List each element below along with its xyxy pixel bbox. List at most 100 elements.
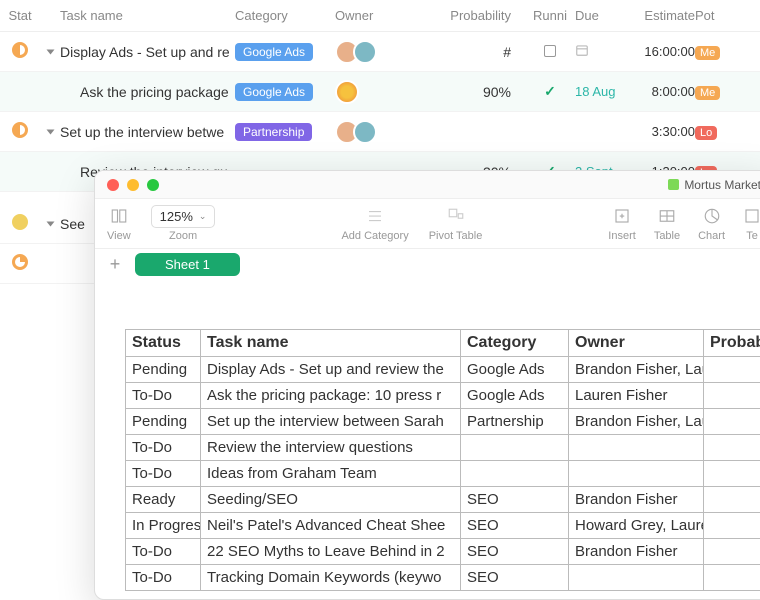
cell-category[interactable]: SEO <box>461 487 569 513</box>
status-icon <box>12 122 28 138</box>
cell-category[interactable]: Partnership <box>461 409 569 435</box>
cell-task[interactable]: Display Ads - Set up and review the <box>201 357 461 383</box>
cell-prob[interactable] <box>704 565 760 591</box>
chevron-down-icon[interactable] <box>46 129 54 134</box>
cell-task[interactable]: 22 SEO Myths to Leave Behind in 2 <box>201 539 461 565</box>
cell-owner[interactable] <box>569 565 704 591</box>
cell-status[interactable]: To-Do <box>126 435 201 461</box>
cell-prob[interactable] <box>704 487 760 513</box>
cell-task[interactable]: Ask the pricing package: 10 press r <box>201 383 461 409</box>
table-row[interactable]: To-DoIdeas from Graham Team <box>126 461 760 487</box>
app-icon <box>668 179 679 190</box>
due-date[interactable] <box>575 43 630 60</box>
cell-prob[interactable] <box>704 513 760 539</box>
cell-task[interactable]: Seeding/SEO <box>201 487 461 513</box>
task-name[interactable]: Set up the interview betwe <box>60 124 235 140</box>
cell-category[interactable] <box>461 435 569 461</box>
due-date[interactable]: 18 Aug <box>575 84 630 99</box>
probability-value: # <box>440 44 525 60</box>
cell-task[interactable]: Tracking Domain Keywords (keywo <box>201 565 461 591</box>
cell-category[interactable]: Google Ads <box>461 383 569 409</box>
cell-status[interactable]: To-Do <box>126 461 201 487</box>
cell-status[interactable]: To-Do <box>126 383 201 409</box>
table-row[interactable]: PendingSet up the interview between Sara… <box>126 409 760 435</box>
cell-category[interactable]: SEO <box>461 565 569 591</box>
cell-owner[interactable] <box>569 461 704 487</box>
cell-owner[interactable]: Brandon Fisher, Lauren <box>569 409 704 435</box>
cell-status[interactable]: Pending <box>126 409 201 435</box>
cell-status[interactable]: Pending <box>126 357 201 383</box>
pivot-table-button[interactable]: Pivot Table <box>429 205 483 242</box>
task-name[interactable]: Display Ads - Set up and re <box>60 44 235 60</box>
checkbox-icon[interactable] <box>544 45 556 57</box>
table-row[interactable]: Display Ads - Set up and reGoogle Ads#16… <box>0 32 760 72</box>
th-status[interactable]: Status <box>126 330 201 357</box>
cell-prob[interactable] <box>704 357 760 383</box>
cell-task[interactable]: Ideas from Graham Team <box>201 461 461 487</box>
cell-prob[interactable] <box>704 383 760 409</box>
table-row[interactable]: To-DoTracking Domain Keywords (keywoSEO <box>126 565 760 591</box>
view-button[interactable]: View <box>107 205 131 242</box>
cell-task[interactable]: Set up the interview between Sarah <box>201 409 461 435</box>
text-button[interactable]: Te <box>743 205 760 242</box>
cell-category[interactable] <box>461 461 569 487</box>
chevron-down-icon[interactable] <box>46 221 54 226</box>
window-titlebar[interactable]: Mortus Market <box>95 171 760 199</box>
avatar[interactable] <box>353 120 377 144</box>
col-due-header: Due <box>575 8 630 23</box>
cell-status[interactable]: To-Do <box>126 565 201 591</box>
chart-button[interactable]: Chart <box>698 205 725 242</box>
table-row[interactable]: Set up the interview betwePartnership3:3… <box>0 112 760 152</box>
close-icon[interactable] <box>107 179 119 191</box>
cell-owner[interactable]: Howard Grey, Lauren Ha <box>569 513 704 539</box>
task-name[interactable]: Ask the pricing package <box>60 84 235 100</box>
table-row[interactable]: To-DoReview the interview questions <box>126 435 760 461</box>
table-row[interactable]: Ask the pricing packageGoogle Ads 90% ✓ 18 … <box>0 72 760 112</box>
category-badge[interactable]: Google Ads <box>235 43 313 61</box>
col-task-header: Task name <box>60 8 235 23</box>
add-category-button[interactable]: Add Category <box>341 205 408 242</box>
probability-value: 90% <box>440 84 525 100</box>
category-badge[interactable]: Google Ads <box>235 83 313 101</box>
cell-status[interactable]: In Progress <box>126 513 201 539</box>
th-prob[interactable]: Probab <box>704 330 760 357</box>
cell-category[interactable]: Google Ads <box>461 357 569 383</box>
th-owner[interactable]: Owner <box>569 330 704 357</box>
data-table[interactable]: Status Task name Category Owner Probab P… <box>125 329 760 591</box>
cell-prob[interactable] <box>704 435 760 461</box>
cell-category[interactable]: SEO <box>461 539 569 565</box>
table-row[interactable]: In ProgressNeil's Patel's Advanced Cheat… <box>126 513 760 539</box>
zoom-selector[interactable]: 125%⌄ Zoom <box>151 205 216 242</box>
cell-owner[interactable]: Brandon Fisher <box>569 487 704 513</box>
minimize-icon[interactable] <box>127 179 139 191</box>
insert-button[interactable]: Insert <box>608 205 636 242</box>
cell-prob[interactable] <box>704 461 760 487</box>
check-icon: ✓ <box>544 83 556 99</box>
cell-status[interactable]: Ready <box>126 487 201 513</box>
avatar[interactable] <box>353 40 377 64</box>
table-button[interactable]: Table <box>654 205 680 242</box>
sheet-tab[interactable]: Sheet 1 <box>135 253 240 276</box>
maximize-icon[interactable] <box>147 179 159 191</box>
cell-owner[interactable]: Lauren Fisher <box>569 383 704 409</box>
add-sheet-button[interactable]: + <box>105 254 125 275</box>
th-category[interactable]: Category <box>461 330 569 357</box>
cell-owner[interactable]: Brandon Fisher, Lauren <box>569 357 704 383</box>
table-row[interactable]: To-Do22 SEO Myths to Leave Behind in 2SE… <box>126 539 760 565</box>
th-task[interactable]: Task name <box>201 330 461 357</box>
chevron-down-icon[interactable] <box>46 49 54 54</box>
cell-owner[interactable]: Brandon Fisher <box>569 539 704 565</box>
table-row[interactable]: PendingDisplay Ads - Set up and review t… <box>126 357 760 383</box>
table-row[interactable]: ReadySeeding/SEOSEOBrandon Fisher <box>126 487 760 513</box>
cell-status[interactable]: To-Do <box>126 539 201 565</box>
category-badge[interactable]: Partnership <box>235 123 312 141</box>
cell-prob[interactable] <box>704 539 760 565</box>
cell-category[interactable]: SEO <box>461 513 569 539</box>
table-row[interactable]: To-DoAsk the pricing package: 10 press r… <box>126 383 760 409</box>
cell-task[interactable]: Neil's Patel's Advanced Cheat Shee <box>201 513 461 539</box>
cell-owner[interactable] <box>569 435 704 461</box>
cell-prob[interactable] <box>704 409 760 435</box>
sheet-area[interactable]: Status Task name Category Owner Probab P… <box>95 279 760 591</box>
cell-task[interactable]: Review the interview questions <box>201 435 461 461</box>
avatar[interactable] <box>335 80 359 104</box>
